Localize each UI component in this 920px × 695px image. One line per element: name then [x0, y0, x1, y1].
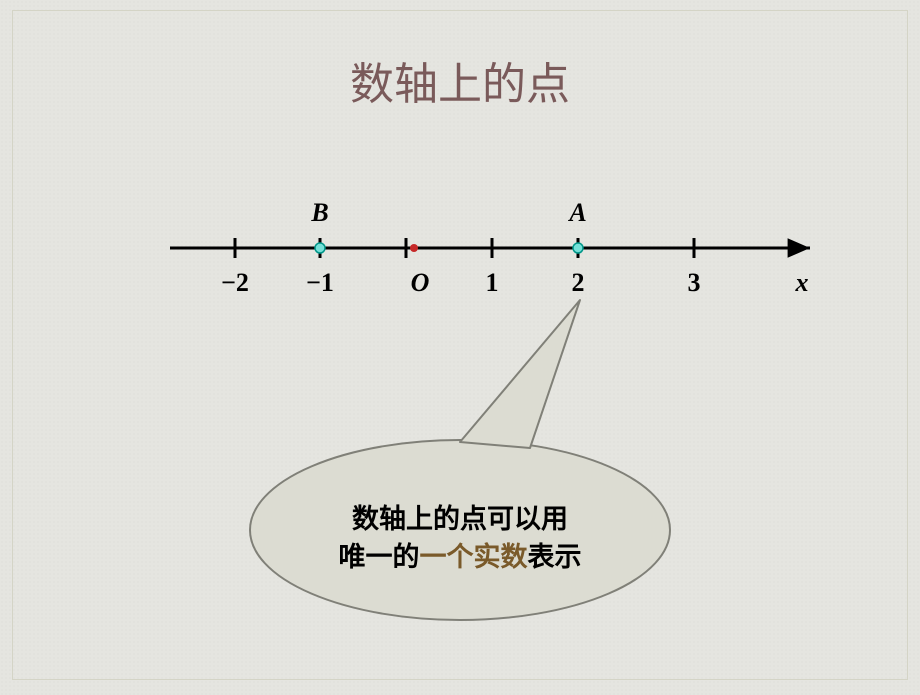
tick-label: 3	[688, 268, 701, 298]
point-label-a: A	[569, 198, 586, 228]
callout-pointer	[460, 300, 580, 448]
axis-arrow	[788, 238, 810, 258]
callout-line1: 数轴上的点可以用	[260, 500, 660, 538]
tick-label: 2	[572, 268, 585, 298]
point-label-b: B	[311, 198, 328, 228]
callout-line2: 唯一的一个实数表示	[260, 538, 660, 576]
diagram-svg	[0, 0, 920, 690]
origin-label: O	[411, 268, 430, 298]
diagram-container: −2 −1 1 2 3 Ox A B 数轴上的点可以用唯一的一个实数表示	[0, 0, 920, 690]
origin-dot	[410, 244, 418, 252]
callout-highlight: 一个实数	[420, 542, 528, 572]
point-dot-a	[573, 243, 583, 253]
x-axis-label: x	[796, 268, 809, 298]
point-dot-b	[315, 243, 325, 253]
callout-text: 数轴上的点可以用唯一的一个实数表示	[260, 500, 660, 576]
tick-label: −1	[306, 268, 334, 298]
tick-label: −2	[221, 268, 249, 298]
tick-label: 1	[486, 268, 499, 298]
